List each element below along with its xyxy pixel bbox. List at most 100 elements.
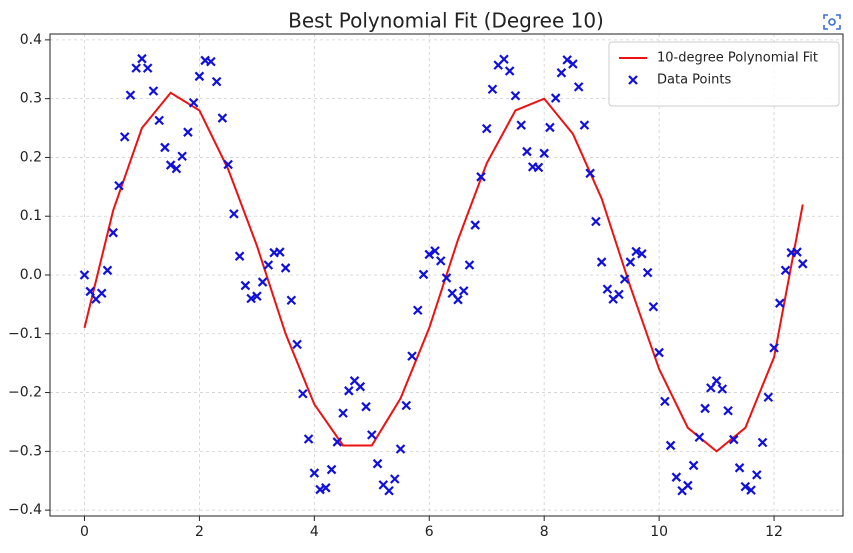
data-point xyxy=(309,468,320,478)
y-tick-label: −0.1 xyxy=(8,326,42,342)
data-point xyxy=(114,180,124,191)
data-point xyxy=(780,265,791,276)
icon-lens xyxy=(828,18,836,26)
data-point xyxy=(775,298,785,308)
data-point xyxy=(154,115,164,126)
data-point xyxy=(648,301,659,312)
x-tick-label: 12 xyxy=(765,524,783,540)
data-point xyxy=(458,286,469,296)
data-point xyxy=(516,120,526,130)
data-point xyxy=(298,388,308,399)
data-point xyxy=(476,172,486,182)
data-point xyxy=(700,403,710,414)
data-point xyxy=(453,294,463,305)
data-point xyxy=(303,434,314,444)
data-point xyxy=(257,277,268,287)
data-point xyxy=(654,347,664,358)
data-point xyxy=(585,168,595,179)
data-point xyxy=(344,386,354,396)
plot-frame xyxy=(49,33,844,517)
data-point xyxy=(223,159,233,170)
y-tick-label: −0.4 xyxy=(8,502,42,518)
data-point xyxy=(165,160,176,170)
data-point xyxy=(602,284,613,294)
data-point xyxy=(263,260,274,270)
data-point xyxy=(430,246,440,256)
data-point xyxy=(562,55,572,65)
data-point xyxy=(211,76,222,87)
data-point xyxy=(326,464,337,475)
data-point xyxy=(292,339,302,350)
data-point xyxy=(183,127,193,137)
y-tick-label: 0.2 xyxy=(20,149,42,165)
data-point xyxy=(412,305,423,316)
data-point xyxy=(435,256,446,266)
data-point xyxy=(545,122,555,133)
x-tick-label: 8 xyxy=(540,524,549,540)
data-point xyxy=(102,265,113,276)
data-point xyxy=(240,280,251,291)
data-point xyxy=(792,247,802,257)
y-tick-label: 0.4 xyxy=(20,32,42,48)
y-tick-label: 0.1 xyxy=(20,208,42,224)
data-point xyxy=(367,430,377,440)
data-point xyxy=(188,97,199,108)
data-point xyxy=(119,132,130,142)
data-point xyxy=(688,460,699,471)
data-point xyxy=(229,209,239,219)
data-point xyxy=(510,90,521,101)
data-point xyxy=(275,247,285,257)
data-point xyxy=(407,351,417,361)
x-tick-label: 4 xyxy=(310,524,319,540)
data-point xyxy=(194,71,205,82)
legend-marker xyxy=(628,75,638,85)
data-point xyxy=(85,286,96,297)
data-point xyxy=(246,293,256,304)
data-point xyxy=(711,376,722,386)
data-point xyxy=(481,123,492,134)
data-point xyxy=(125,90,136,100)
data-point xyxy=(234,251,245,261)
data-point xyxy=(372,458,383,469)
data-point xyxy=(280,263,291,273)
data-point xyxy=(321,483,331,493)
data-point xyxy=(631,246,641,257)
data-point xyxy=(464,260,475,270)
data-point xyxy=(717,384,728,394)
data-point xyxy=(729,434,739,445)
data-point xyxy=(591,216,601,227)
data-point xyxy=(671,472,682,482)
data-point xyxy=(579,120,590,130)
data-point xyxy=(556,68,567,78)
data-point xyxy=(148,86,159,96)
data-point xyxy=(131,63,141,73)
data-point xyxy=(160,142,170,153)
data-point xyxy=(723,406,733,416)
y-tick-label: 0.3 xyxy=(20,91,42,107)
data-point xyxy=(206,56,216,67)
data-point xyxy=(683,480,693,491)
data-point xyxy=(96,288,107,298)
y-tick-label: 0.0 xyxy=(20,267,42,283)
data-point xyxy=(533,162,544,173)
data-point xyxy=(573,82,584,92)
data-point xyxy=(797,259,808,269)
expand-icon[interactable] xyxy=(823,14,841,30)
data-point xyxy=(137,53,147,64)
data-point xyxy=(390,474,400,484)
data-point xyxy=(694,432,705,443)
legend-box xyxy=(608,41,840,107)
chart-title: Best Polynomial Fit (Degree 10) xyxy=(288,9,604,33)
data-point xyxy=(332,437,343,447)
data-point xyxy=(286,295,297,306)
data-point xyxy=(384,485,394,496)
data-point xyxy=(625,257,636,267)
data-point xyxy=(763,392,774,403)
data-point xyxy=(487,84,498,95)
data-point xyxy=(441,273,452,283)
x-tick-label: 6 xyxy=(425,524,434,540)
data-point xyxy=(740,481,751,492)
data-point xyxy=(734,463,745,473)
y-tick-label: −0.2 xyxy=(8,385,42,401)
